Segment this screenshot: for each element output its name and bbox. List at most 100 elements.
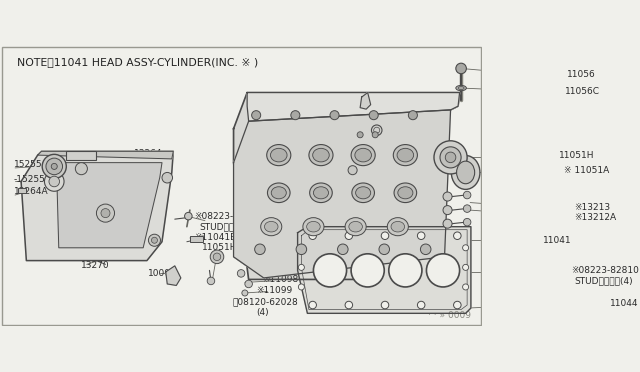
Text: 13264A: 13264A	[13, 187, 48, 196]
Text: 15255: 15255	[13, 160, 42, 169]
Bar	[67, 151, 97, 160]
Ellipse shape	[307, 221, 320, 232]
Ellipse shape	[391, 221, 404, 232]
Ellipse shape	[309, 145, 333, 166]
Text: 13058: 13058	[303, 163, 332, 172]
Circle shape	[101, 209, 110, 218]
Circle shape	[298, 245, 305, 251]
Text: 11056C: 11056C	[565, 87, 600, 96]
Text: ※11048B: ※11048B	[307, 132, 349, 141]
Text: 11056: 11056	[566, 70, 595, 79]
Circle shape	[42, 154, 67, 179]
Circle shape	[255, 244, 265, 254]
Ellipse shape	[398, 187, 413, 199]
Circle shape	[417, 232, 425, 240]
Text: ※13212A: ※13212A	[303, 153, 345, 162]
Circle shape	[348, 166, 357, 175]
Polygon shape	[166, 266, 181, 285]
Text: 10005: 10005	[148, 269, 177, 278]
Ellipse shape	[260, 218, 282, 236]
Circle shape	[463, 264, 468, 270]
Circle shape	[314, 254, 347, 287]
Polygon shape	[21, 151, 173, 261]
Circle shape	[351, 254, 384, 287]
Text: (4): (4)	[256, 308, 269, 317]
Circle shape	[417, 301, 425, 309]
Circle shape	[345, 232, 353, 240]
Text: 13264: 13264	[134, 149, 163, 158]
Polygon shape	[247, 93, 460, 121]
Circle shape	[330, 110, 339, 120]
Ellipse shape	[345, 218, 366, 236]
Ellipse shape	[394, 183, 417, 203]
Circle shape	[454, 232, 461, 240]
Ellipse shape	[456, 86, 467, 91]
Ellipse shape	[267, 145, 291, 166]
Ellipse shape	[271, 148, 287, 162]
Circle shape	[46, 158, 63, 175]
Ellipse shape	[387, 218, 408, 236]
Circle shape	[371, 125, 382, 135]
Text: ※11099: ※11099	[256, 286, 292, 295]
Text: NOTE；11041 HEAD ASSY-CYLINDER(INC. ※ ): NOTE；11041 HEAD ASSY-CYLINDER(INC. ※ )	[17, 57, 258, 67]
Text: 13051A: 13051A	[309, 173, 344, 182]
Text: ※11041B: ※11041B	[195, 233, 237, 242]
Ellipse shape	[355, 148, 371, 162]
Text: ※08223-82810: ※08223-82810	[571, 266, 639, 275]
Circle shape	[345, 301, 353, 309]
Circle shape	[445, 152, 456, 163]
Text: ※11098: ※11098	[262, 275, 298, 284]
Text: ※ 11051A: ※ 11051A	[564, 166, 609, 175]
Circle shape	[210, 250, 224, 264]
Text: ※08223-82510: ※08223-82510	[195, 212, 262, 221]
Ellipse shape	[458, 87, 464, 90]
Text: Ⓐ08120-62028: Ⓐ08120-62028	[232, 298, 298, 307]
Ellipse shape	[397, 148, 413, 162]
Circle shape	[408, 110, 417, 120]
Text: STUDスタッド(4): STUDスタッド(4)	[574, 276, 633, 285]
Bar	[190, 236, 204, 242]
Circle shape	[97, 204, 115, 222]
Polygon shape	[234, 93, 460, 279]
Polygon shape	[360, 93, 371, 109]
Ellipse shape	[451, 155, 480, 189]
Polygon shape	[56, 163, 162, 248]
Circle shape	[152, 237, 157, 243]
Polygon shape	[234, 110, 451, 278]
Polygon shape	[38, 151, 173, 159]
Text: 13270: 13270	[81, 262, 110, 270]
Text: 11051H: 11051H	[559, 151, 595, 160]
Ellipse shape	[313, 148, 329, 162]
Ellipse shape	[356, 187, 371, 199]
Ellipse shape	[303, 218, 324, 236]
Circle shape	[463, 205, 471, 212]
Text: 11051H: 11051H	[202, 243, 237, 252]
Circle shape	[381, 301, 388, 309]
Ellipse shape	[349, 221, 362, 232]
Text: ※13212A: ※13212A	[574, 213, 616, 222]
Text: 11041: 11041	[543, 236, 571, 245]
Text: 13267: 13267	[132, 166, 161, 175]
Circle shape	[379, 244, 390, 254]
Ellipse shape	[314, 187, 328, 199]
Circle shape	[388, 254, 422, 287]
Circle shape	[213, 253, 221, 261]
Circle shape	[245, 280, 252, 288]
Circle shape	[463, 218, 471, 226]
Text: · · » 0009: · · » 0009	[428, 311, 471, 320]
Circle shape	[337, 244, 348, 254]
Text: 11044: 11044	[611, 299, 639, 308]
Circle shape	[372, 132, 378, 138]
Circle shape	[443, 192, 452, 201]
Ellipse shape	[456, 161, 475, 184]
Circle shape	[207, 277, 215, 285]
Circle shape	[296, 244, 307, 254]
Text: ※13212: ※13212	[307, 143, 344, 152]
Circle shape	[298, 264, 305, 270]
Polygon shape	[298, 227, 471, 313]
Text: STUDスタッド(1): STUDスタッド(1)	[199, 222, 258, 231]
Circle shape	[49, 176, 60, 187]
Ellipse shape	[268, 183, 290, 203]
Circle shape	[309, 232, 316, 240]
Circle shape	[440, 147, 461, 168]
